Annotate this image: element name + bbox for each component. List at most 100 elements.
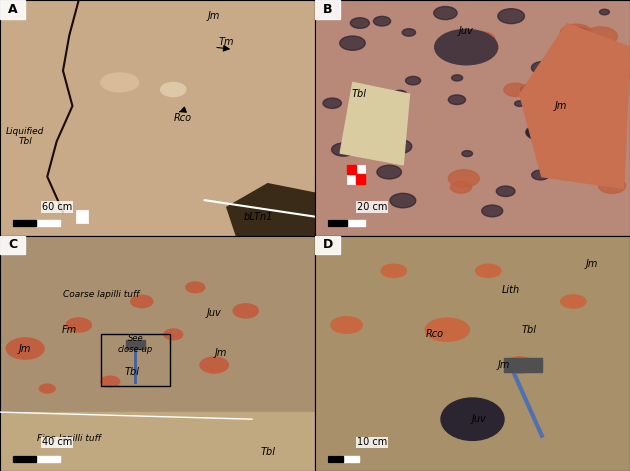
Ellipse shape: [547, 146, 578, 163]
Polygon shape: [340, 82, 410, 165]
Text: Tbl: Tbl: [522, 325, 537, 335]
Ellipse shape: [449, 170, 479, 187]
Ellipse shape: [600, 9, 609, 15]
Polygon shape: [227, 184, 315, 236]
Text: Jm: Jm: [214, 348, 227, 358]
Text: A: A: [8, 3, 18, 16]
Ellipse shape: [323, 98, 341, 108]
Text: Fm: Fm: [62, 325, 77, 335]
Ellipse shape: [233, 304, 258, 318]
Ellipse shape: [527, 126, 551, 140]
Bar: [76, 210, 88, 223]
Ellipse shape: [565, 72, 587, 83]
Ellipse shape: [433, 7, 457, 20]
Ellipse shape: [164, 329, 183, 340]
Ellipse shape: [504, 357, 536, 373]
Text: 60 cm: 60 cm: [42, 202, 72, 212]
Text: Liquified
Tbl: Liquified Tbl: [6, 127, 44, 146]
Text: Juv: Juv: [207, 308, 222, 318]
Ellipse shape: [561, 295, 586, 308]
Bar: [0, 412, 315, 471]
Text: Rco: Rco: [174, 113, 192, 123]
Ellipse shape: [441, 398, 504, 440]
Ellipse shape: [583, 104, 595, 110]
Bar: [13, 220, 60, 226]
Ellipse shape: [386, 127, 401, 135]
Text: Jm: Jm: [208, 11, 220, 22]
Text: Juv: Juv: [471, 414, 486, 424]
Text: Tbl: Tbl: [125, 367, 140, 377]
Ellipse shape: [498, 8, 524, 24]
Ellipse shape: [504, 83, 527, 97]
Bar: [0, 0, 25, 19]
Bar: [328, 220, 347, 226]
Bar: [328, 456, 343, 462]
Text: Tm: Tm: [219, 37, 234, 48]
Ellipse shape: [392, 90, 407, 98]
Text: Lith: Lith: [501, 284, 519, 295]
Ellipse shape: [340, 36, 365, 50]
Ellipse shape: [613, 66, 630, 79]
Bar: [126, 340, 145, 349]
Bar: [346, 165, 356, 174]
Ellipse shape: [449, 95, 466, 105]
Ellipse shape: [131, 295, 153, 308]
Ellipse shape: [521, 84, 541, 96]
Bar: [328, 456, 359, 462]
Ellipse shape: [6, 338, 44, 359]
Ellipse shape: [435, 29, 498, 65]
Bar: [504, 358, 542, 372]
Ellipse shape: [515, 101, 525, 106]
Text: 40 cm: 40 cm: [42, 438, 72, 447]
Ellipse shape: [476, 264, 501, 277]
Ellipse shape: [452, 75, 462, 81]
Ellipse shape: [357, 87, 369, 93]
Ellipse shape: [564, 27, 591, 43]
Text: 20 cm: 20 cm: [357, 202, 387, 212]
Ellipse shape: [186, 282, 205, 292]
Text: 10 cm: 10 cm: [357, 438, 387, 447]
Ellipse shape: [496, 186, 515, 196]
Ellipse shape: [101, 376, 120, 387]
Ellipse shape: [364, 127, 379, 135]
Ellipse shape: [331, 143, 355, 156]
Ellipse shape: [386, 139, 412, 154]
Ellipse shape: [425, 318, 469, 341]
Ellipse shape: [592, 127, 620, 143]
Ellipse shape: [469, 32, 495, 47]
Ellipse shape: [575, 166, 596, 178]
Ellipse shape: [482, 205, 503, 217]
Ellipse shape: [374, 16, 391, 26]
Ellipse shape: [406, 76, 421, 85]
Bar: [356, 174, 365, 184]
Text: C: C: [8, 238, 17, 252]
Text: Jm: Jm: [554, 101, 567, 111]
Ellipse shape: [573, 156, 591, 166]
Text: D: D: [323, 238, 333, 252]
Ellipse shape: [560, 24, 592, 42]
Text: bLTn1: bLTn1: [244, 211, 273, 222]
Ellipse shape: [578, 148, 592, 156]
Text: See
close-up: See close-up: [118, 334, 153, 354]
Text: Tbl: Tbl: [352, 89, 367, 99]
Bar: [315, 236, 340, 254]
Ellipse shape: [66, 318, 91, 332]
Ellipse shape: [377, 165, 401, 179]
Ellipse shape: [564, 104, 580, 113]
Text: Juv: Juv: [459, 25, 474, 36]
Text: Coarse lapilli tuff: Coarse lapilli tuff: [62, 290, 139, 299]
Bar: [101, 334, 170, 386]
Ellipse shape: [161, 82, 186, 97]
Bar: [13, 456, 60, 462]
Ellipse shape: [584, 27, 617, 46]
Text: Fine lapilli tuff: Fine lapilli tuff: [37, 433, 101, 443]
Ellipse shape: [101, 73, 139, 92]
Bar: [13, 220, 36, 226]
Ellipse shape: [39, 384, 55, 393]
Text: Jm: Jm: [498, 360, 510, 370]
Text: Jm: Jm: [586, 259, 598, 269]
Ellipse shape: [350, 18, 369, 28]
Ellipse shape: [390, 193, 416, 208]
Bar: [346, 165, 365, 184]
Bar: [328, 220, 365, 226]
